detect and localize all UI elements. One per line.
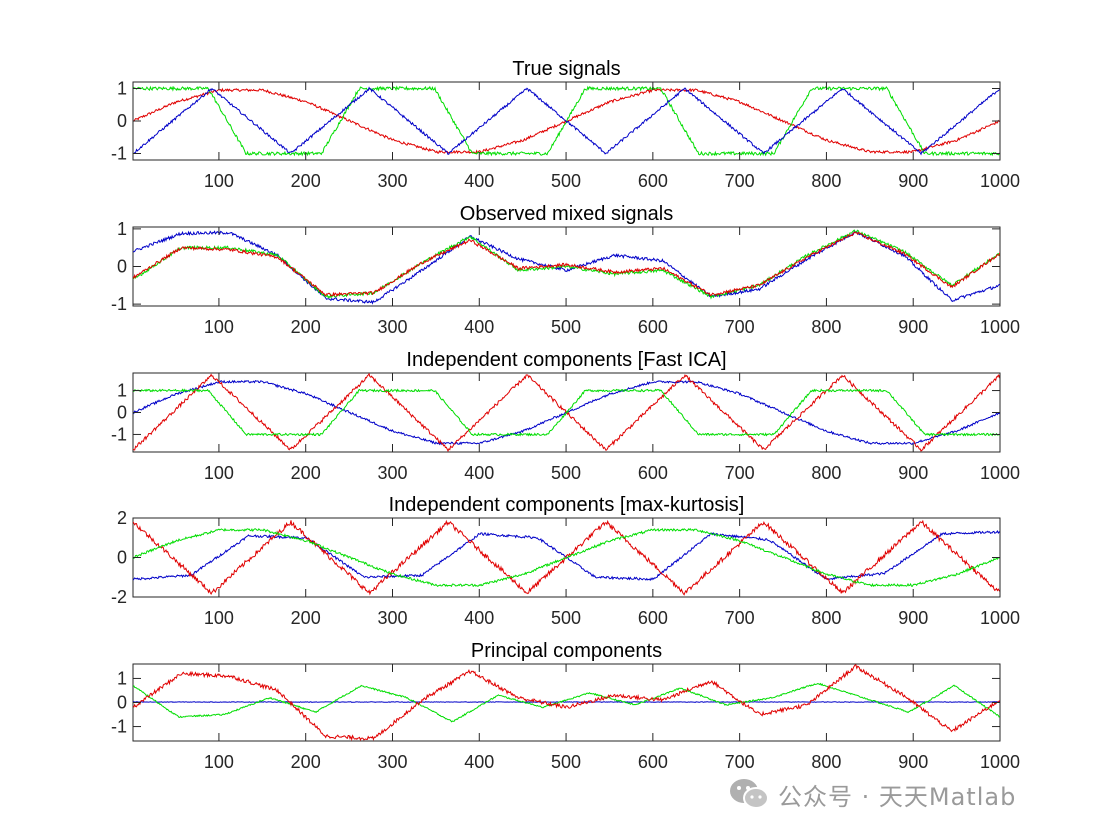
series-sawtooth	[133, 86, 1000, 156]
subplot-title: Observed mixed signals	[460, 203, 673, 225]
series-pc-1	[133, 664, 1000, 741]
y-tick-label: 0	[117, 257, 127, 277]
x-tick-label: 300	[377, 463, 407, 483]
x-tick-label: 600	[638, 752, 668, 772]
x-tick-label: 200	[291, 752, 321, 772]
x-tick-label: 300	[377, 608, 407, 628]
x-tick-label: 200	[291, 608, 321, 628]
y-tick-label: -1	[111, 294, 127, 314]
y-tick-label: 0	[117, 693, 127, 713]
x-tick-label: 700	[725, 608, 755, 628]
watermark: 公众号 · 天天Matlab	[728, 774, 1016, 814]
x-tick-label: 100	[204, 752, 234, 772]
y-tick-label: -1	[111, 144, 127, 164]
series-pc-2	[133, 682, 1000, 723]
subplot-title: True signals	[512, 58, 620, 80]
watermark-text: 公众号 · 天天Matlab	[778, 782, 1017, 811]
x-tick-label: 200	[291, 171, 321, 191]
x-tick-label: 700	[725, 171, 755, 191]
y-tick-label: -2	[111, 587, 127, 607]
x-tick-label: 1000	[980, 608, 1020, 628]
series-kurt-blue	[133, 529, 1000, 582]
series-ica-square	[133, 388, 1000, 437]
x-tick-label: 400	[464, 317, 494, 337]
x-tick-label: 100	[204, 608, 234, 628]
x-tick-label: 1000	[980, 463, 1020, 483]
x-tick-label: 300	[377, 752, 407, 772]
series-kurt-green	[133, 527, 1000, 588]
x-tick-label: 600	[638, 608, 668, 628]
y-tick-label: 1	[117, 79, 127, 99]
subplot-4: 100 200 300 400 500 600 700 800 900 1000 -2 0 2 Indep…	[111, 494, 1020, 628]
x-tick-label: 100	[204, 463, 234, 483]
y-tick-label: 1	[117, 668, 127, 688]
x-tick-label: 700	[725, 317, 755, 337]
x-tick-label: 800	[811, 317, 841, 337]
x-tick-label: 700	[725, 463, 755, 483]
x-tick-label: 200	[291, 317, 321, 337]
x-tick-label: 100	[204, 317, 234, 337]
y-tick-label: -1	[111, 717, 127, 737]
x-tick-label: 400	[464, 463, 494, 483]
x-tick-label: 200	[291, 463, 321, 483]
x-tick-label: 900	[898, 317, 928, 337]
series-mix-2	[133, 229, 1000, 300]
subplot-5: 100 200 300 400 500 600 700 800 900 1000 -1 0 1 Princ…	[111, 640, 1020, 772]
x-tick-label: 900	[898, 752, 928, 772]
x-tick-label: 300	[377, 171, 407, 191]
x-tick-label: 900	[898, 608, 928, 628]
y-tick-label: 0	[117, 111, 127, 131]
y-tick-label: 0	[117, 403, 127, 423]
x-tick-label: 800	[811, 463, 841, 483]
series-mix-3	[133, 231, 1000, 297]
x-tick-label: 1000	[980, 752, 1020, 772]
y-tick-label: -1	[111, 424, 127, 444]
subplot-title: Independent components [max-kurtosis]	[389, 494, 745, 516]
series-pc-3	[133, 701, 1000, 703]
x-tick-label: 900	[898, 463, 928, 483]
x-tick-label: 600	[638, 171, 668, 191]
y-tick-label: 0	[117, 548, 127, 568]
x-tick-label: 500	[551, 317, 581, 337]
x-tick-label: 400	[464, 171, 494, 191]
subplot-title: Principal components	[471, 640, 662, 662]
x-tick-label: 800	[811, 752, 841, 772]
x-tick-label: 300	[377, 317, 407, 337]
x-tick-label: 800	[811, 171, 841, 191]
x-tick-label: 400	[464, 752, 494, 772]
subplot-title: Independent components [Fast ICA]	[406, 349, 726, 371]
x-tick-label: 600	[638, 463, 668, 483]
y-tick-label: 2	[117, 508, 127, 528]
x-tick-label: 1000	[980, 171, 1020, 191]
x-tick-label: 600	[638, 317, 668, 337]
x-tick-label: 400	[464, 608, 494, 628]
x-tick-label: 700	[725, 752, 755, 772]
x-tick-label: 800	[811, 608, 841, 628]
x-tick-label: 500	[551, 171, 581, 191]
x-tick-label: 500	[551, 463, 581, 483]
subplot-2: 100 200 300 400 500 600 700 800 900 1000 -1 0 1 Obser…	[111, 203, 1020, 337]
x-tick-label: 1000	[980, 317, 1020, 337]
x-tick-label: 900	[898, 171, 928, 191]
x-tick-label: 500	[551, 608, 581, 628]
y-tick-label: 1	[117, 219, 127, 239]
subplot-1: 100 200 300 400 500 600 700 800 900 1000 -1 0 1 True …	[111, 58, 1020, 191]
x-tick-label: 100	[204, 171, 234, 191]
subplot-3: 100 200 300 400 500 600 700 800 900 1000 -101 Indep…	[111, 349, 1020, 483]
x-tick-label: 500	[551, 752, 581, 772]
wechat-icon	[730, 779, 769, 809]
y-tick-label: 1	[117, 381, 127, 401]
